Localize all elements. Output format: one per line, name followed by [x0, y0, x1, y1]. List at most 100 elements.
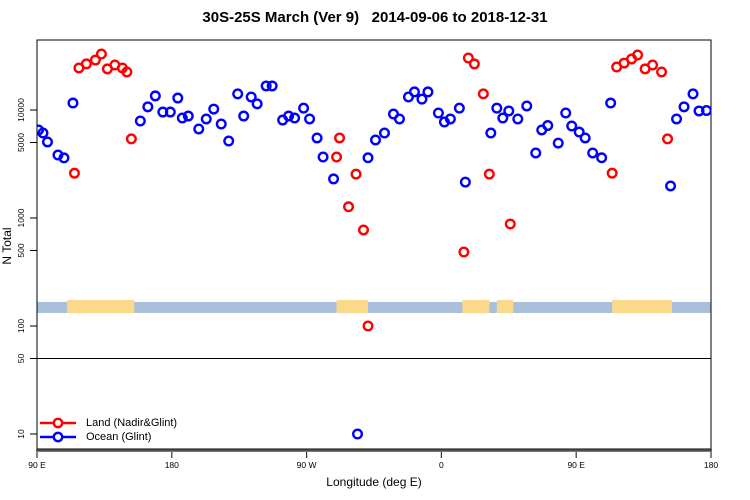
data-point-ocean	[378, 127, 390, 139]
data-point-ocean	[37, 127, 49, 139]
data-point-ocean	[41, 136, 53, 148]
data-point-land	[606, 167, 618, 179]
data-point-land	[358, 224, 370, 236]
data-point-land	[125, 133, 137, 145]
x-axis-title: Longitude (deg E)	[326, 475, 421, 489]
data-point-ocean	[215, 118, 227, 130]
data-point-ocean	[223, 135, 235, 147]
data-point-ocean	[530, 147, 542, 159]
data-point-ocean	[208, 103, 220, 115]
land-band-segment	[336, 299, 369, 313]
data-point-land	[504, 218, 516, 230]
data-point-ocean	[444, 113, 456, 125]
data-point-land	[95, 48, 107, 60]
data-point-ocean	[453, 102, 465, 114]
land-band-segment	[612, 299, 673, 313]
data-point-ocean	[172, 92, 184, 104]
data-point-ocean	[573, 126, 585, 138]
data-point-ocean	[408, 86, 420, 98]
data-point-ocean	[521, 100, 533, 112]
data-point-land	[350, 168, 362, 180]
data-point-ocean	[193, 123, 205, 135]
y-tick-label: 500	[16, 243, 26, 257]
data-point-land	[68, 167, 80, 179]
land-band-segment	[496, 299, 514, 313]
data-point-ocean	[176, 112, 188, 124]
data-point-ocean	[432, 107, 444, 119]
data-point-land	[80, 58, 92, 70]
data-point-ocean	[503, 105, 515, 117]
data-point-ocean	[311, 132, 323, 144]
data-point-ocean	[58, 152, 70, 164]
land-band-segment	[66, 299, 135, 313]
data-point-land	[632, 49, 644, 61]
data-point-land	[462, 52, 474, 64]
data-point-ocean	[560, 107, 572, 119]
data-point-land	[89, 54, 101, 66]
data-point-ocean	[671, 113, 683, 125]
x-tick-label: 180	[165, 460, 179, 470]
data-point-ocean	[289, 112, 301, 124]
plot-border	[36, 39, 712, 450]
y-axis-title: N Total	[0, 227, 14, 264]
data-point-ocean	[232, 88, 244, 100]
data-point-land	[334, 132, 346, 144]
data-point-ocean	[665, 180, 677, 192]
x-tick-label: 90 W	[297, 460, 317, 470]
data-point-ocean	[164, 106, 176, 118]
data-point-ocean	[497, 112, 509, 124]
data-point-ocean	[422, 86, 434, 98]
data-point-land	[662, 133, 674, 145]
data-point-ocean	[149, 90, 161, 102]
data-point-ocean	[266, 80, 278, 92]
data-point-ocean	[369, 134, 381, 146]
data-point-ocean	[678, 101, 690, 113]
data-point-ocean	[579, 132, 591, 144]
data-point-ocean	[260, 80, 272, 92]
data-point-ocean	[182, 110, 194, 122]
data-point-ocean	[142, 101, 154, 113]
data-point-ocean	[317, 151, 329, 163]
data-point-ocean	[328, 173, 340, 185]
data-point-ocean	[491, 102, 503, 114]
data-point-ocean	[134, 115, 146, 127]
data-point-ocean	[245, 91, 257, 103]
data-point-ocean	[542, 120, 554, 132]
ocean-band	[37, 301, 711, 313]
x-tick-label: 90 E	[567, 460, 585, 470]
data-point-ocean	[393, 113, 405, 125]
data-point-ocean	[352, 428, 364, 440]
data-point-land	[468, 58, 480, 70]
x-tick-label: 90 E	[28, 460, 46, 470]
land-marker-icon	[40, 417, 76, 429]
data-point-land	[483, 168, 495, 180]
y-tick-label: 5000	[16, 133, 26, 152]
data-point-land	[656, 66, 668, 78]
chart-title: 30S-25S March (Ver 9) 2014-09-06 to 2018…	[202, 9, 548, 26]
data-point-ocean	[67, 97, 79, 109]
land-band-segment	[462, 299, 490, 313]
data-point-ocean	[587, 147, 599, 159]
legend-label-ocean: Ocean (Glint)	[86, 431, 152, 443]
y-tick-label: 1000	[16, 208, 26, 227]
data-point-ocean	[485, 127, 497, 139]
data-point-ocean	[238, 110, 250, 122]
data-point-ocean	[512, 113, 524, 125]
data-point-ocean	[304, 113, 316, 125]
ocean-marker-icon	[40, 431, 76, 443]
data-point-ocean	[416, 93, 428, 105]
y-tick-label: 10	[16, 429, 26, 439]
data-point-ocean	[687, 88, 699, 100]
data-point-ocean	[596, 152, 608, 164]
data-point-ocean	[605, 97, 617, 109]
data-point-land	[362, 320, 374, 332]
data-point-land	[458, 246, 470, 258]
data-point-ocean	[251, 98, 263, 110]
legend-label-land: Land (Nadir&Glint)	[86, 417, 178, 429]
data-point-land	[121, 66, 133, 78]
data-point-ocean	[459, 176, 471, 188]
data-point-ocean	[298, 102, 310, 114]
y-tick-label: 100	[16, 319, 26, 333]
data-point-ocean	[200, 113, 212, 125]
